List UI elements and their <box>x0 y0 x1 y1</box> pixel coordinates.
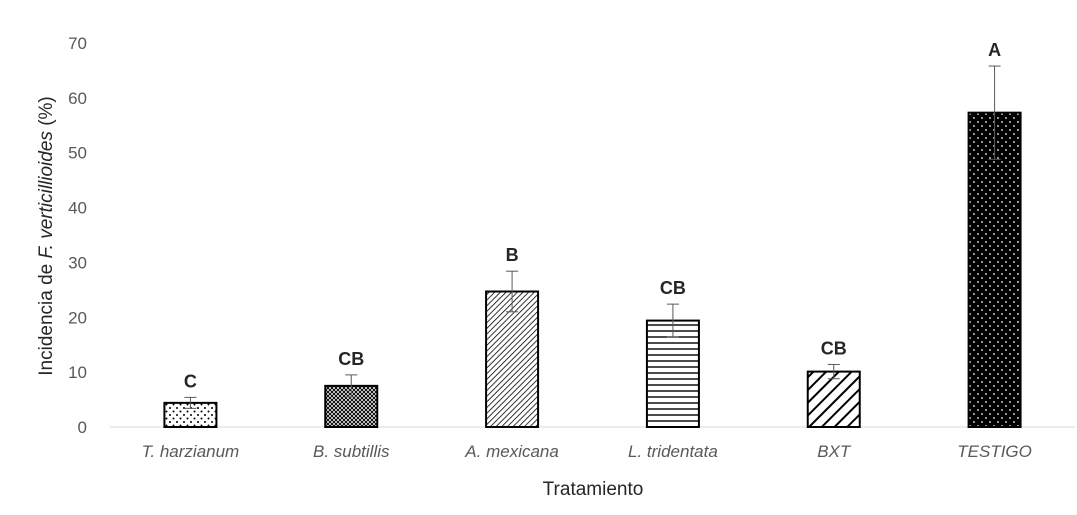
bar <box>806 370 861 429</box>
y-tick-label: 10 <box>68 363 87 382</box>
x-tick-label: B. subtillis <box>313 442 390 461</box>
y-tick-label: 40 <box>68 199 87 218</box>
y-tick-label: 20 <box>68 308 87 327</box>
y-axis-title-prefix: Incidencia de <box>36 259 57 376</box>
x-tick-label: T. harzianum <box>142 442 240 461</box>
y-tick-label: 30 <box>68 253 87 272</box>
error-bars <box>184 65 1001 409</box>
x-tick-label: L. tridentata <box>628 442 718 461</box>
significance-letter: A <box>988 40 1001 60</box>
x-axis-title: Tratamiento <box>543 479 644 500</box>
y-axis: 0 10 20 30 40 50 60 70 <box>68 34 87 437</box>
significance-letter: C <box>184 371 197 391</box>
y-axis-title-unit: (%) <box>36 96 57 131</box>
significance-letter: CB <box>821 338 847 358</box>
significance-letter: CB <box>338 349 364 369</box>
y-tick-label: 0 <box>78 418 87 437</box>
y-axis-title: Incidencia de F. verticillioides (%) <box>36 96 57 376</box>
x-tick-label: BXT <box>817 442 852 461</box>
y-tick-label: 50 <box>68 144 87 163</box>
bar <box>967 111 1022 428</box>
significance-letter: B <box>506 245 519 265</box>
x-tick-label: TESTIGO <box>957 442 1032 461</box>
y-axis-title-species: F. verticillioides <box>36 131 57 259</box>
bars <box>163 111 1022 429</box>
y-tick-label: 70 <box>68 34 87 53</box>
significance-letter: CB <box>660 278 686 298</box>
x-tick-label: A. mexicana <box>464 442 559 461</box>
significance-letters: C CB B CB CB A <box>184 40 1001 391</box>
bar <box>645 319 700 429</box>
y-tick-label: 60 <box>68 89 87 108</box>
x-tick-labels: T. harzianum B. subtillis A. mexicana L. tr… <box>142 442 1032 461</box>
